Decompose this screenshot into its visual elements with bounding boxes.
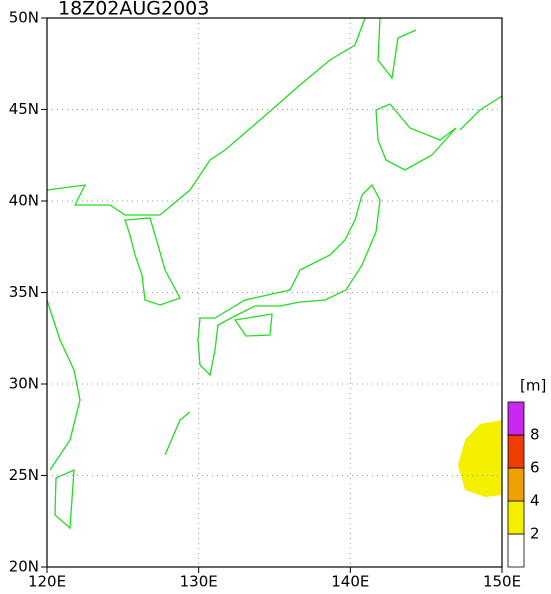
- y-tick-label: 40N: [9, 192, 39, 210]
- coastline: [46, 17, 366, 216]
- coastline: [197, 183, 381, 377]
- y-tick-label: 45N: [9, 100, 39, 118]
- map-title: 18Z02AUG2003: [58, 0, 209, 20]
- colorbar-label: 2: [530, 525, 540, 543]
- coastline: [377, 17, 417, 80]
- y-tick-label: 50N: [9, 9, 39, 27]
- coastline: [54, 468, 75, 530]
- y-tick-label: 35N: [9, 283, 39, 301]
- wave-area: [458, 420, 502, 497]
- coastline: [459, 95, 503, 131]
- y-tick-label: 20N: [9, 558, 39, 576]
- coastline: [46, 299, 81, 471]
- colorbar-label: 8: [530, 426, 540, 444]
- coastline: [375, 103, 457, 171]
- coastline: [164, 411, 191, 456]
- y-tick-label: 30N: [9, 375, 39, 393]
- x-tick-label: 150E: [483, 573, 521, 591]
- colorbar-label: 4: [530, 492, 540, 510]
- map-frame: [46, 17, 503, 568]
- colorbar-bin: [507, 533, 525, 568]
- x-tick-label: 140E: [331, 573, 369, 591]
- x-tick-label: 120E: [28, 573, 66, 591]
- coastlines: [46, 17, 503, 530]
- colorbar-bin: [507, 467, 525, 502]
- coastline: [233, 313, 273, 337]
- colorbar-bin: [507, 401, 525, 436]
- colorbar-bin: [507, 434, 525, 469]
- colorbar-unit: [m]: [520, 377, 546, 395]
- y-tick-label: 25N: [9, 466, 39, 484]
- x-tick-label: 130E: [180, 573, 218, 591]
- coastline: [124, 217, 181, 306]
- colorbar-label: 6: [530, 459, 540, 477]
- colorbar-bin: [507, 500, 525, 535]
